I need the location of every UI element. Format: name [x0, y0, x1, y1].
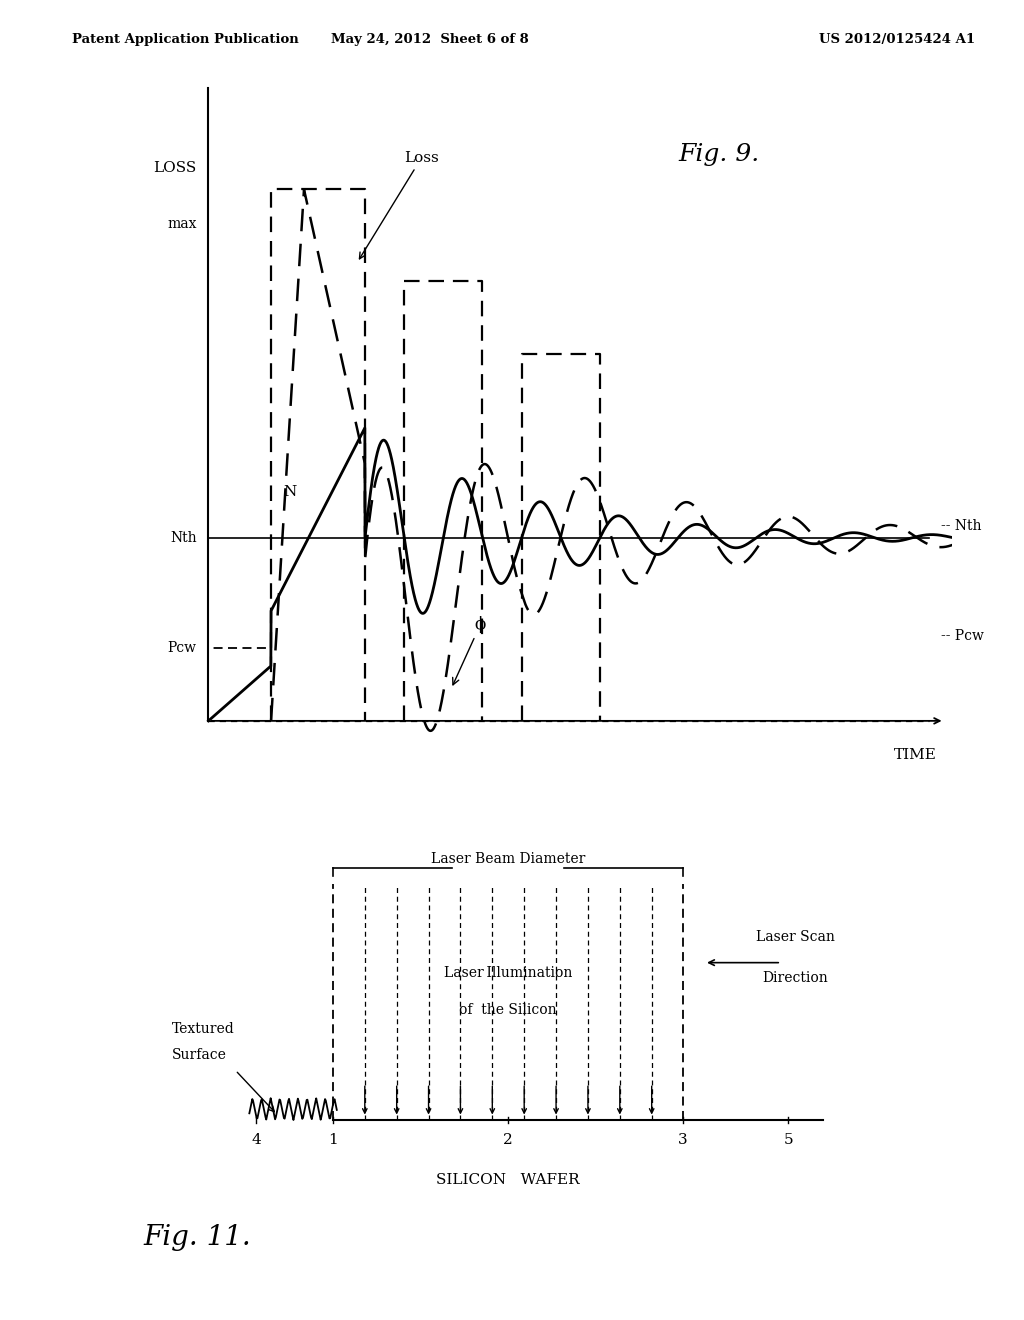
Text: ϕ: ϕ [453, 616, 486, 685]
Text: Loss: Loss [359, 150, 439, 259]
Text: Nth: Nth [170, 531, 197, 545]
Text: -- Nth: -- Nth [941, 519, 981, 533]
Text: May 24, 2012  Sheet 6 of 8: May 24, 2012 Sheet 6 of 8 [331, 33, 529, 46]
Text: TIME: TIME [894, 748, 937, 763]
Text: Fig. 9.: Fig. 9. [678, 144, 760, 166]
Text: max: max [167, 216, 197, 231]
Text: US 2012/0125424 A1: US 2012/0125424 A1 [819, 33, 975, 46]
Text: Laser Illumination: Laser Illumination [444, 966, 572, 981]
Text: LOSS: LOSS [154, 161, 197, 176]
Text: Laser Scan: Laser Scan [756, 931, 835, 944]
Text: Pcw: Pcw [168, 640, 197, 655]
Text: Laser Beam Diameter: Laser Beam Diameter [431, 851, 586, 866]
Text: 4: 4 [252, 1133, 261, 1147]
Text: Textured: Textured [172, 1022, 236, 1036]
Text: -- Pcw: -- Pcw [941, 628, 983, 643]
Text: N: N [283, 484, 296, 499]
Text: Fig. 11.: Fig. 11. [143, 1225, 251, 1251]
Text: Direction: Direction [762, 970, 828, 985]
Text: 2: 2 [504, 1133, 513, 1147]
Text: Surface: Surface [172, 1048, 227, 1063]
Text: of  the Silicon: of the Silicon [460, 1003, 557, 1016]
Text: 5: 5 [783, 1133, 793, 1147]
Text: 1: 1 [329, 1133, 338, 1147]
Text: Patent Application Publication: Patent Application Publication [72, 33, 298, 46]
Text: 3: 3 [678, 1133, 688, 1147]
Text: SILICON   WAFER: SILICON WAFER [436, 1172, 580, 1187]
